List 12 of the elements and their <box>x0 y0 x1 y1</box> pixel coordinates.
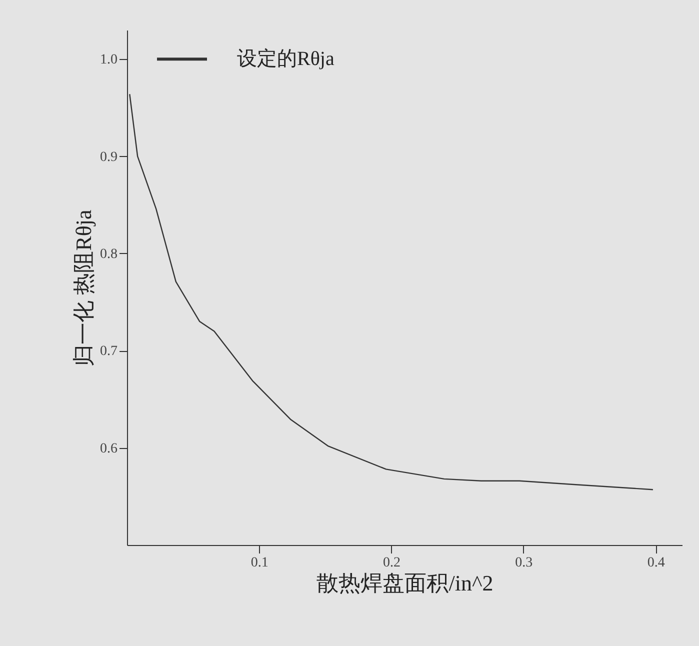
x-axis-title: 散热焊盘面积/in^2 <box>316 570 494 596</box>
y-tick-label: 0.7 <box>100 344 118 360</box>
y-tick-label: 1.0 <box>100 52 118 68</box>
y-tick-label: 0.8 <box>100 246 118 262</box>
y-tick-label: 0.6 <box>100 441 118 456</box>
x-tick-label: 0.1 <box>250 556 268 570</box>
y-tick-label: 0.9 <box>100 150 118 165</box>
annotation: 设定的Rθja <box>237 48 334 70</box>
y-axis-title: 归一化 热阻Rθja <box>71 209 96 366</box>
x-tick-label: 0.3 <box>515 556 533 570</box>
x-tick-label: 0.2 <box>383 556 401 570</box>
x-tick-label: 0.4 <box>647 556 665 570</box>
